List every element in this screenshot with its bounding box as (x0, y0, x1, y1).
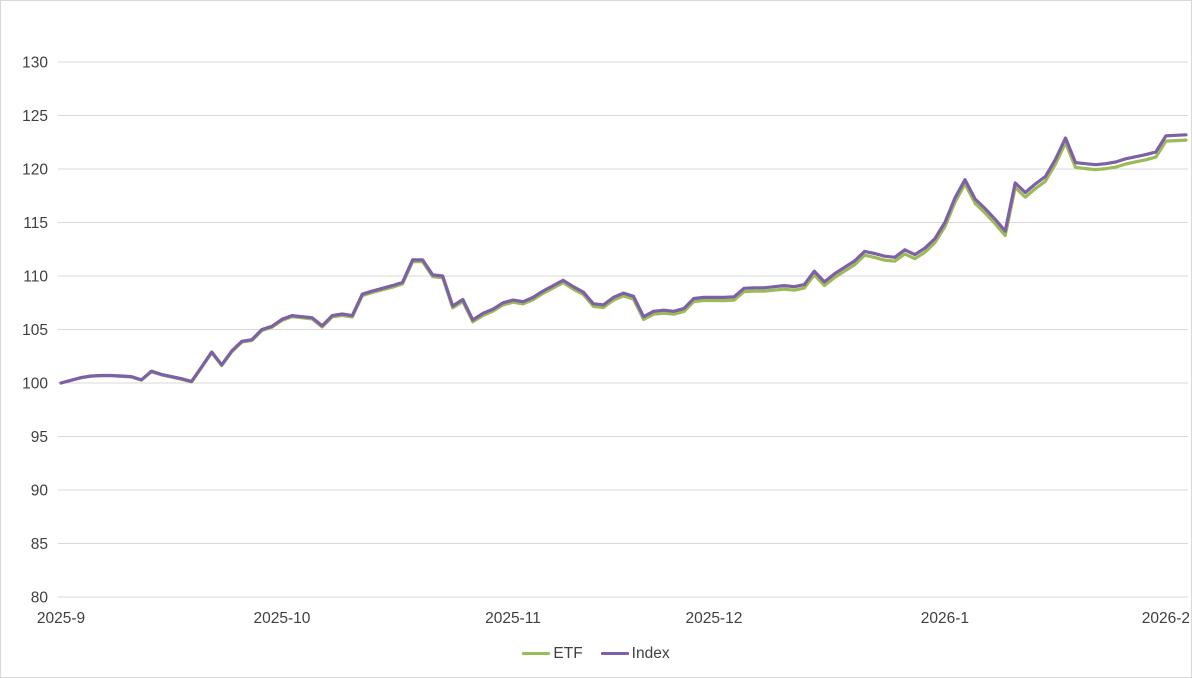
x-axis-tick-label: 2026-1 (921, 610, 969, 627)
y-axis-tick-label: 130 (22, 55, 48, 72)
y-axis-labels: 80 85 90 95 100 105 110 115 120 125 130 (22, 55, 48, 607)
y-axis-tick-label: 125 (22, 108, 48, 125)
y-axis-tick-label: 120 (22, 162, 48, 179)
index-line-swatch-icon (600, 652, 629, 656)
x-axis-tick-label: 2025-11 (485, 610, 541, 627)
y-axis-tick-label: 80 (31, 590, 49, 607)
legend: ETF Index (1, 646, 1191, 662)
y-axis-tick-label: 85 (31, 536, 48, 553)
legend-item-etf: ETF (522, 645, 583, 662)
legend-label-etf: ETF (553, 645, 583, 662)
y-axis-tick-label: 100 (22, 376, 48, 393)
gridlines (58, 61, 1188, 598)
series-lines (59, 133, 1188, 385)
x-axis-labels: 2025-9 2025-10 2025-11 2025-12 2026-1 2026-2 (37, 610, 1190, 627)
y-axis-tick-label: 90 (31, 483, 49, 500)
y-axis-tick-label: 110 (23, 269, 48, 286)
legend-item-index: Index (600, 645, 670, 662)
etf-line-swatch-icon (522, 652, 551, 656)
y-axis-tick-label: 105 (22, 322, 48, 339)
legend-label-index: Index (631, 645, 670, 662)
x-axis-tick-label: 2025-10 (254, 610, 311, 627)
series-line-index (59, 133, 1188, 385)
x-axis-tick-label: 2026-2 (1142, 610, 1190, 627)
x-axis-tick-label: 2025-12 (685, 610, 742, 627)
series-line-etf (59, 138, 1188, 385)
y-axis-tick-label: 115 (23, 215, 48, 232)
y-axis-tick-label: 95 (31, 429, 48, 446)
x-axis-tick-label: 2025-9 (37, 610, 85, 627)
